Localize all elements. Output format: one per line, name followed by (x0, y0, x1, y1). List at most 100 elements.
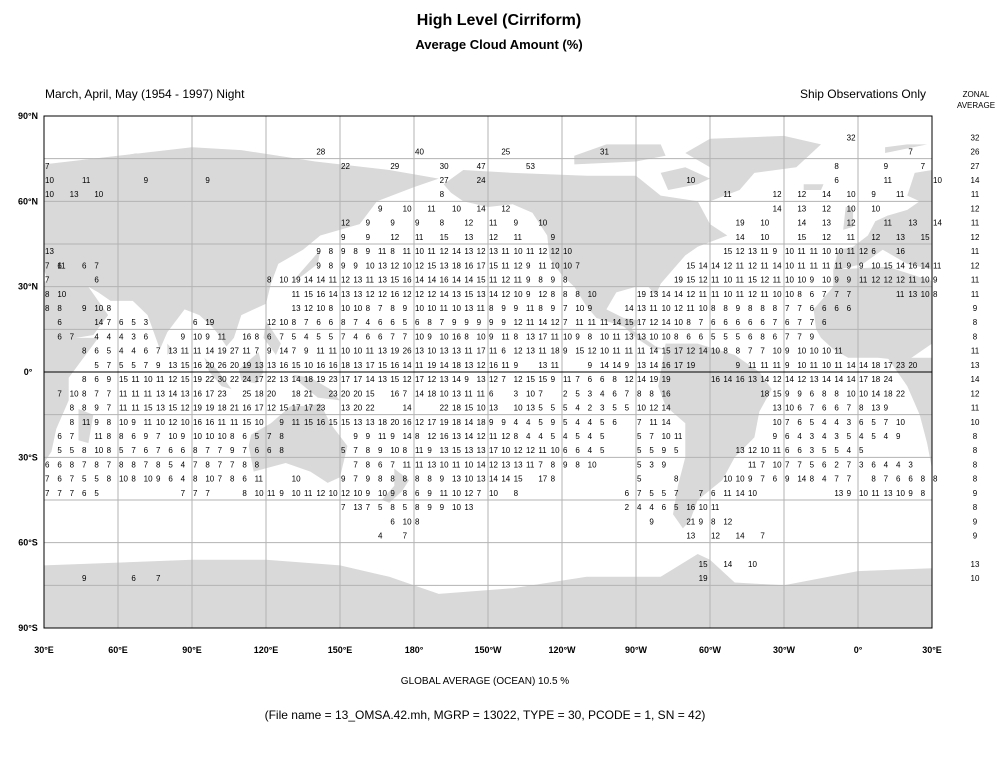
cell-value: 19 (699, 574, 708, 583)
cell-value: 9 (662, 460, 667, 469)
cell-value: 4 (884, 432, 889, 441)
cell-value: 20 (908, 361, 917, 370)
cell-value: 11 (810, 247, 819, 256)
cell-value: 8 (415, 517, 420, 526)
landmass-north-america (443, 170, 728, 350)
cell-value: 11 (674, 432, 683, 441)
cell-value: 6 (501, 347, 506, 356)
cell-value: 13 (452, 389, 461, 398)
cell-value: 7 (107, 389, 112, 398)
cell-value: 9 (736, 361, 741, 370)
longitude-tick-label: 30°E (922, 645, 942, 655)
cell-value: 8 (378, 475, 383, 484)
cell-value: 12 (625, 375, 634, 384)
cell-value: 8 (390, 304, 395, 313)
cell-value: 11 (489, 432, 498, 441)
cell-value: 7 (82, 460, 87, 469)
cell-value: 14 (440, 361, 449, 370)
cell-value: 5 (810, 460, 815, 469)
cell-value: 18 (452, 361, 461, 370)
cell-value: 12 (501, 276, 510, 285)
cell-value: 7 (353, 318, 358, 327)
cell-value: 7 (390, 332, 395, 341)
cell-value: 12 (748, 290, 757, 299)
cell-value: 13 (464, 247, 473, 256)
cell-value: 9 (526, 276, 531, 285)
cell-value: 7 (637, 418, 642, 427)
cell-value: 9 (896, 432, 901, 441)
global-average: GLOBAL AVERAGE (OCEAN) 10.5 % (400, 676, 570, 687)
cell-value: 9 (144, 176, 149, 185)
cell-value: 11 (908, 276, 917, 285)
cell-value: 14 (415, 389, 424, 398)
cell-value: 2 (625, 503, 630, 512)
cell-value: 8 (119, 432, 124, 441)
cell-value: 12 (822, 233, 831, 242)
cell-value: 14 (921, 261, 930, 270)
cell-value: 10 (45, 190, 54, 199)
cell-value: 12 (427, 432, 436, 441)
cell-value: 8 (736, 347, 741, 356)
cell-value: 26 (403, 347, 412, 356)
cell-value: 9 (588, 304, 593, 313)
cell-value: 19 (390, 347, 399, 356)
cell-value: 14 (822, 190, 831, 199)
cell-value: 11 (847, 247, 856, 256)
cell-value: 8 (440, 219, 445, 228)
cell-value: 9 (773, 432, 778, 441)
cell-value: 13 (637, 361, 646, 370)
cell-value: 13 (748, 247, 757, 256)
zonal-average-value: 10 (971, 574, 980, 583)
cell-value: 11 (366, 276, 375, 285)
cell-value: 8 (810, 475, 815, 484)
zonal-average-value: 10 (971, 418, 980, 427)
cell-value: 10 (600, 347, 609, 356)
cell-value: 8 (834, 162, 839, 171)
cell-value: 14 (859, 361, 868, 370)
cell-value: 9 (205, 176, 210, 185)
cell-value: 13 (477, 290, 486, 299)
cell-value: 6 (390, 318, 395, 327)
cell-value: 7 (637, 489, 642, 498)
cell-value: 6 (662, 503, 667, 512)
cell-value: 7 (94, 389, 99, 398)
cell-value: 9 (477, 318, 482, 327)
cell-value: 13 (279, 375, 288, 384)
cell-value: 11 (501, 261, 510, 270)
cell-value: 21 (686, 517, 695, 526)
cell-value: 10 (551, 446, 560, 455)
cell-value: 16 (489, 361, 498, 370)
cell-value: 10 (193, 432, 202, 441)
cell-value: 13 (477, 446, 486, 455)
cell-value: 7 (378, 304, 383, 313)
cell-value: 20 (353, 404, 362, 413)
cell-value: 12 (723, 517, 732, 526)
cell-value: 10 (760, 233, 769, 242)
cell-value: 9 (366, 247, 371, 256)
cell-value: 10 (489, 489, 498, 498)
cell-value: 11 (575, 318, 584, 327)
cell-value: 9 (316, 247, 321, 256)
cell-value: 8 (230, 475, 235, 484)
cell-value: 22 (205, 375, 214, 384)
cell-value: 5 (637, 446, 642, 455)
cell-value: 12 (341, 219, 350, 228)
cell-value: 13 (884, 489, 893, 498)
cell-value: 16 (193, 418, 202, 427)
cell-value: 10 (403, 517, 412, 526)
cell-value: 15 (625, 318, 634, 327)
cell-value: 11 (859, 276, 868, 285)
zonal-average-value: 9 (973, 489, 978, 498)
cell-value: 7 (341, 332, 346, 341)
cell-value: 9 (267, 347, 272, 356)
zonal-average-value: 9 (973, 304, 978, 313)
zonal-average-value: 8 (973, 446, 978, 455)
cell-value: 6 (847, 304, 852, 313)
cell-value: 7 (70, 475, 75, 484)
cell-value: 13 (637, 332, 646, 341)
cell-value: 12 (390, 233, 399, 242)
cell-value: 8 (366, 446, 371, 455)
cell-value: 10 (415, 247, 424, 256)
cell-value: 10 (353, 489, 362, 498)
cell-value: 11 (242, 347, 251, 356)
